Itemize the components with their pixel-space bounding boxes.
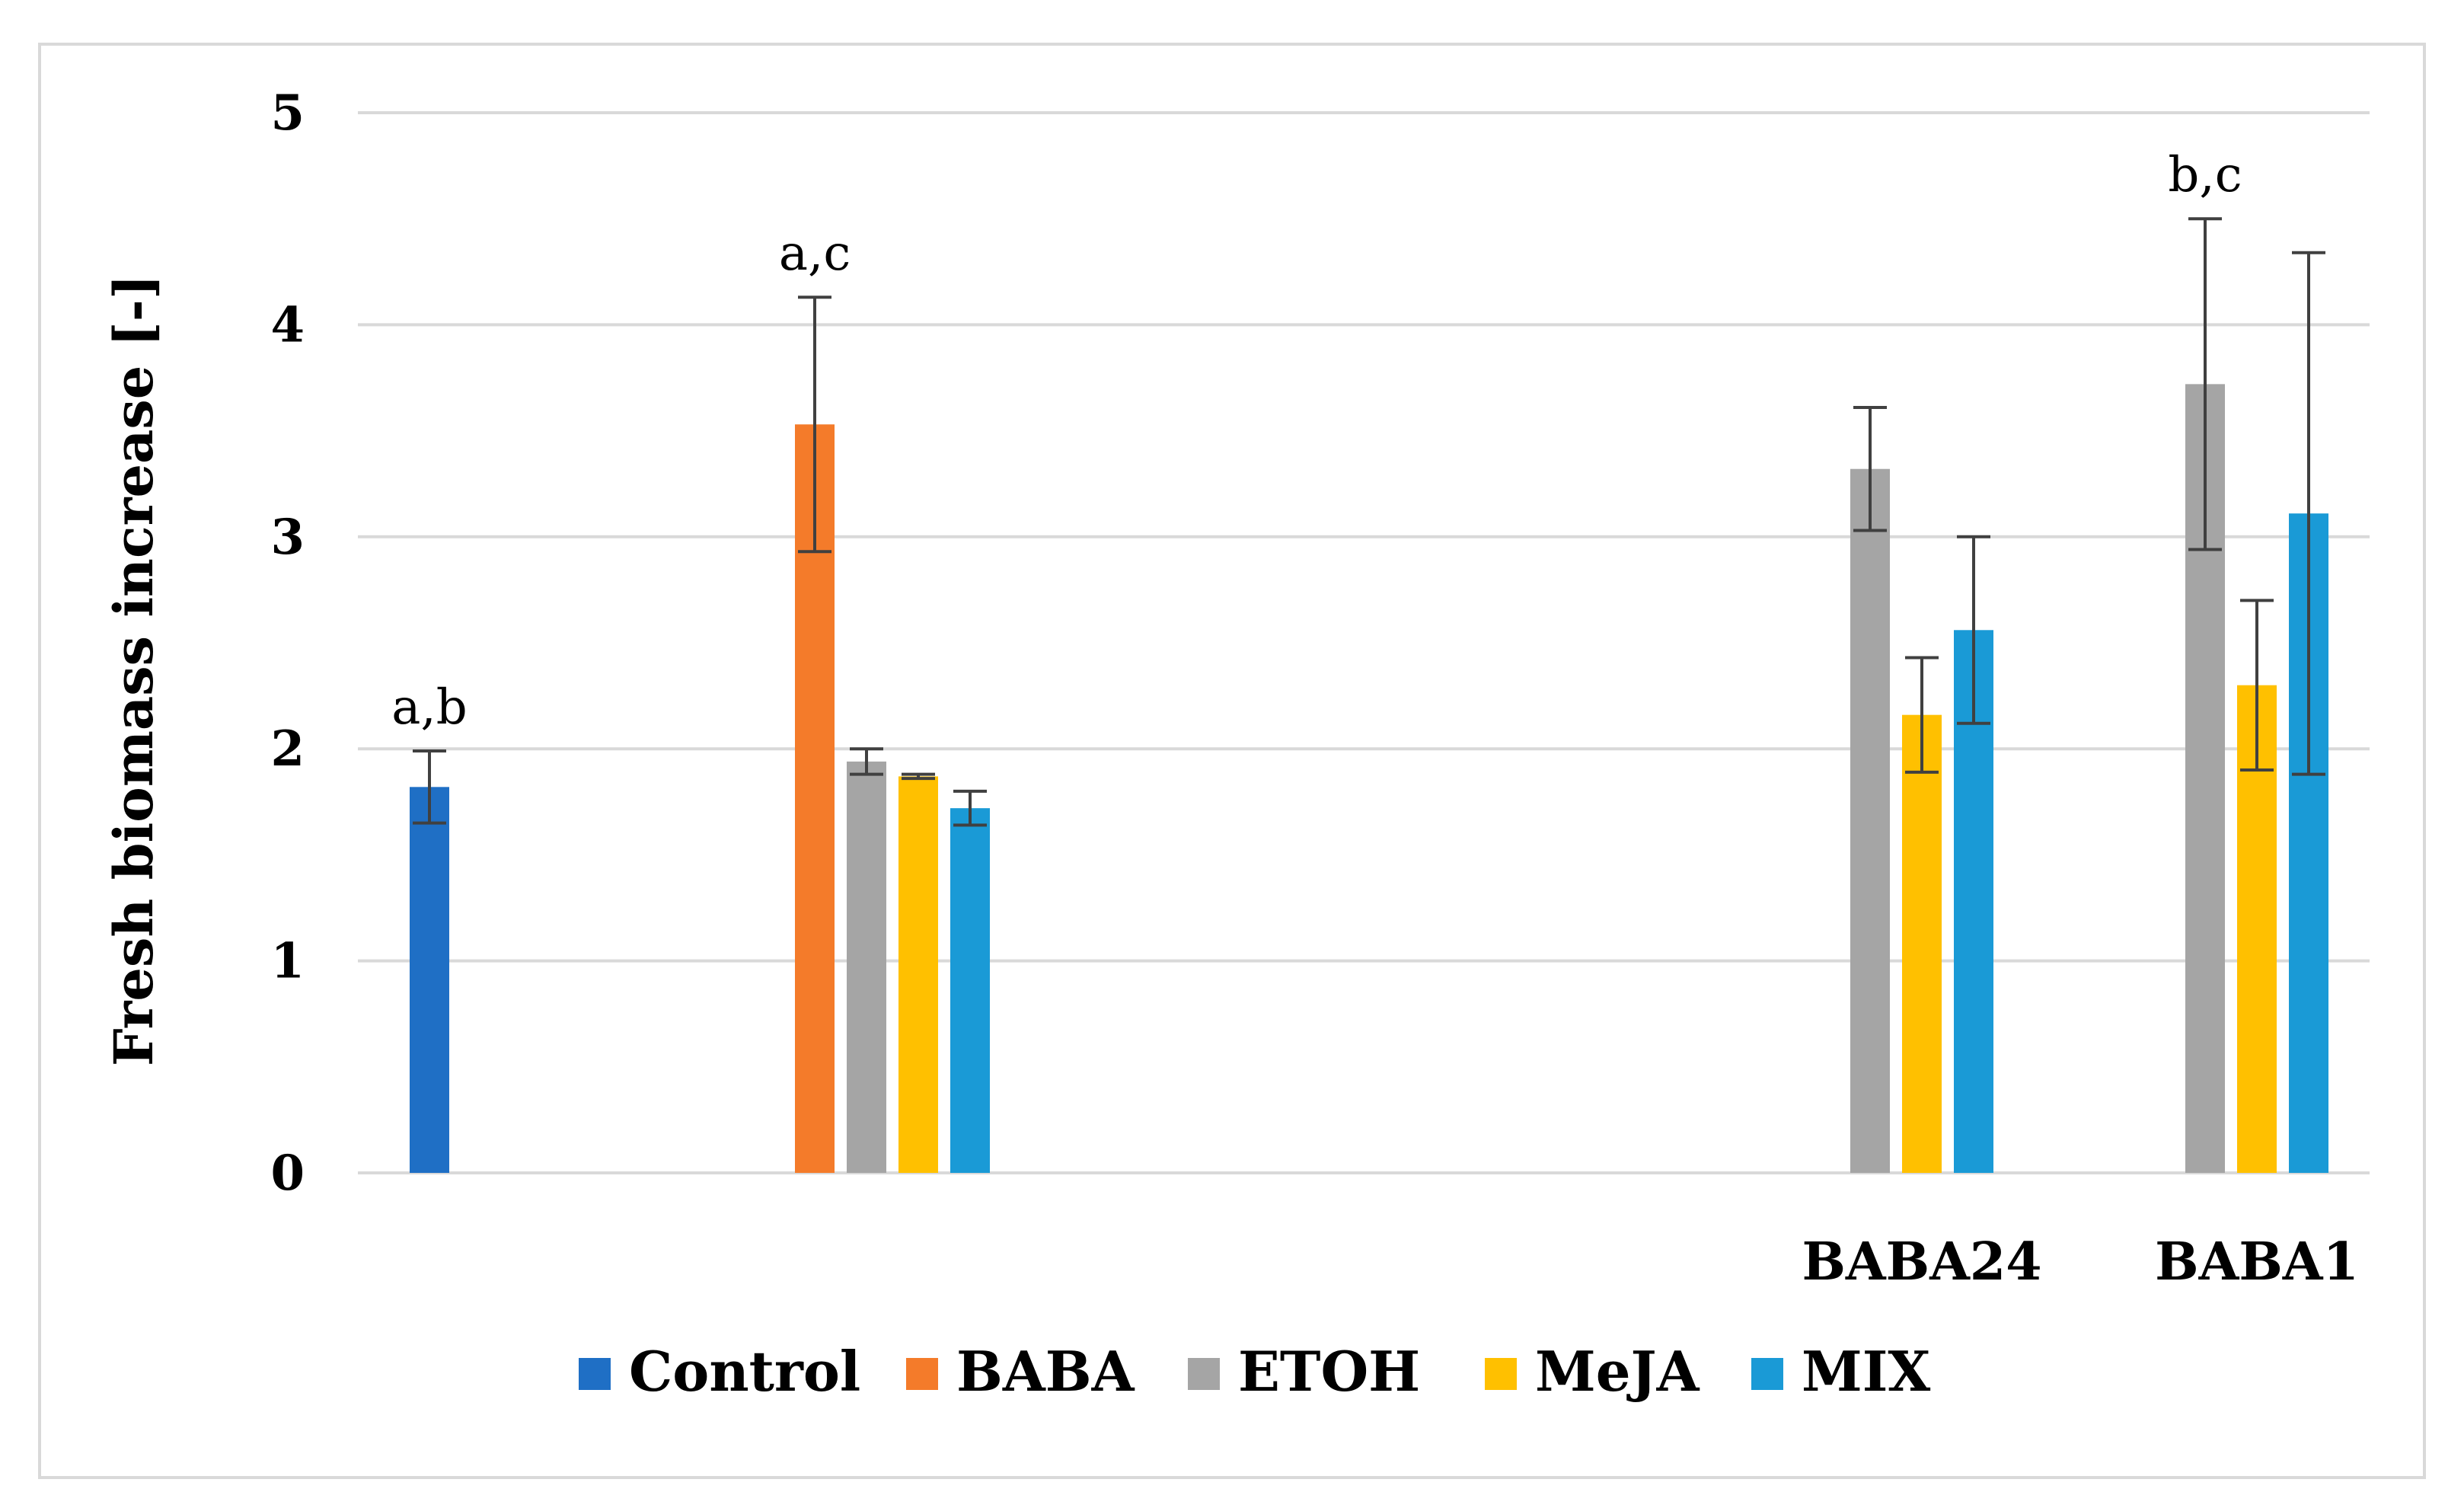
legend-swatch-baba bbox=[906, 1358, 938, 1390]
legend-label-baba: BABA bbox=[956, 1339, 1135, 1404]
legend-label-meja: MeJA bbox=[1535, 1339, 1700, 1404]
bar-meja-3 bbox=[1902, 714, 1942, 1173]
legend-label-control: Control bbox=[629, 1339, 860, 1404]
y-tick-label: 5 bbox=[270, 85, 305, 142]
chart-frame bbox=[38, 43, 2426, 1479]
bar-meja-1 bbox=[898, 776, 938, 1173]
y-axis-title: Fresh biomass increase [-] bbox=[102, 274, 165, 1066]
x-tick-label-baba1: BABA1 bbox=[2155, 1232, 2359, 1292]
significance-label: a,b bbox=[391, 679, 467, 736]
legend: Control BABA ETOH MeJA MIX bbox=[579, 1339, 1930, 1404]
legend-swatch-mix bbox=[1751, 1358, 1783, 1390]
y-tick-label: 2 bbox=[270, 720, 305, 778]
legend-label-etoh: ETOH bbox=[1238, 1339, 1420, 1404]
annotations: a,b a,c b,c bbox=[391, 147, 2242, 736]
y-tick-label: 3 bbox=[270, 509, 305, 566]
legend-swatch-meja bbox=[1485, 1358, 1517, 1390]
grid-lines bbox=[358, 111, 2370, 1174]
legend-swatch-control bbox=[579, 1358, 611, 1390]
x-tick-label-baba24: BABA24 bbox=[1802, 1232, 2041, 1292]
significance-label: a,c bbox=[779, 225, 851, 282]
y-tick-label: 4 bbox=[270, 296, 305, 353]
bars bbox=[410, 384, 2328, 1173]
y-tick-label: 0 bbox=[270, 1145, 305, 1202]
x-axis-labels: BABA24 BABA1 bbox=[1802, 1232, 2358, 1292]
legend-swatch-etoh bbox=[1188, 1358, 1220, 1390]
bar-control-0 bbox=[410, 787, 449, 1173]
y-tick-label: 1 bbox=[270, 933, 305, 990]
error-bars bbox=[413, 217, 2325, 827]
legend-label-mix: MIX bbox=[1802, 1339, 1930, 1404]
bar-mix-1 bbox=[950, 808, 990, 1173]
bar-etoh-1 bbox=[847, 761, 886, 1173]
y-axis-ticks: 0 1 2 3 4 5 bbox=[270, 85, 305, 1202]
significance-label: b,c bbox=[2168, 147, 2242, 203]
bar-etoh-3 bbox=[1850, 468, 1890, 1173]
